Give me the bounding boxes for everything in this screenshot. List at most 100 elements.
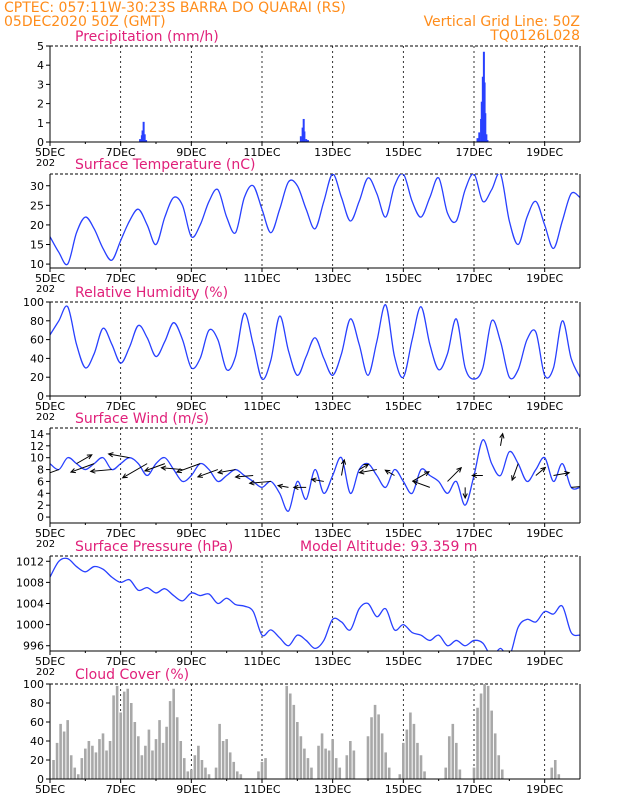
- x-year-cut: 202: [36, 412, 55, 423]
- x-tick-label: 19DEC: [526, 400, 563, 413]
- wind-arrow-head: [175, 468, 182, 474]
- precip-bar: [303, 131, 306, 142]
- wind-arrow-head: [511, 475, 517, 482]
- wind-arrow-shaft: [413, 480, 431, 488]
- cloud-bar: [412, 723, 416, 779]
- y-tick-label: 1: [37, 117, 44, 130]
- wind-arrow-head: [160, 465, 167, 471]
- cloud-bar: [500, 769, 504, 779]
- wind-arrow-head: [412, 480, 419, 486]
- precip-bar: [306, 140, 309, 142]
- x-tick-label: 5DEC: [35, 655, 65, 668]
- cloud-bar: [87, 741, 91, 779]
- wind-arrow: [310, 477, 324, 483]
- cloud-bar: [165, 726, 168, 779]
- wind-arrow: [76, 454, 93, 465]
- y-tick-label: 1012: [16, 555, 44, 568]
- x-tick-label: 13DEC: [314, 146, 351, 159]
- wind-arrow: [535, 466, 547, 476]
- wind-arrow-shaft: [218, 469, 236, 474]
- wind-arrow-head: [107, 452, 114, 458]
- x-tick-label: 15DEC: [385, 400, 422, 413]
- cloud-bar: [190, 769, 193, 779]
- cloud-bar: [370, 717, 373, 779]
- cloud-bar: [493, 733, 497, 779]
- cloud-bar: [228, 752, 232, 779]
- cloud-bar: [221, 741, 225, 779]
- wind-arrow: [69, 463, 95, 474]
- x-tick-label: 19DEC: [526, 272, 563, 285]
- cloud-bar: [179, 741, 183, 779]
- y-tick-label: 1000: [16, 619, 44, 632]
- x-tick-label: 11DEC: [243, 655, 280, 668]
- precip-bar: [301, 127, 304, 142]
- panel-humidity: 0 20 40 60 80 100 5DEC 7DEC 9DEC 11DEC 13DEC 15DEC 1…: [23, 285, 581, 423]
- wind-arrow-shaft: [385, 469, 395, 476]
- wind-arrow-shaft: [535, 467, 546, 476]
- plot-area: [52, 684, 561, 779]
- wind-arrow: [553, 470, 571, 477]
- wind-arrow-head: [121, 473, 128, 479]
- cloud-bar: [264, 758, 267, 779]
- wind-arrow-shaft: [50, 469, 60, 474]
- wind-arrow-head: [462, 493, 468, 500]
- cloud-bar: [137, 736, 140, 779]
- wind-arrow: [196, 469, 219, 478]
- cloud-bar: [349, 741, 352, 779]
- wind-arrow-head: [292, 484, 299, 491]
- cloud-bar: [200, 760, 204, 779]
- cloud-bar: [345, 755, 349, 779]
- x-tick-label: 5DEC: [35, 783, 65, 796]
- y-tick-label: 10: [30, 258, 44, 271]
- y-tick-label: 40: [30, 352, 44, 365]
- y-tick-label: 60: [30, 716, 44, 729]
- cloud-bar: [172, 688, 175, 779]
- x-tick-label: 13DEC: [314, 783, 351, 796]
- wind-arrow-shaft: [108, 453, 130, 459]
- cloud-bar: [66, 720, 69, 779]
- cloud-bar: [486, 685, 490, 779]
- cloud-bar: [91, 745, 94, 779]
- wind-arrow-head: [340, 458, 347, 465]
- x-tick-label: 19DEC: [526, 527, 563, 540]
- wind-arrow-head: [69, 468, 76, 474]
- y-tick-label: 4: [37, 59, 44, 72]
- precip-bar: [484, 113, 487, 142]
- wind-arrow-shaft: [161, 467, 183, 471]
- cloud-bar: [317, 745, 320, 779]
- cloud-bar: [260, 761, 264, 779]
- x-tick-label: 9DEC: [176, 655, 206, 668]
- wind-arrow-shaft: [553, 472, 570, 476]
- precip-bar: [486, 140, 489, 142]
- precip-bar: [483, 82, 486, 142]
- wind-arrow-shaft: [411, 471, 430, 482]
- x-tick-label: 15DEC: [385, 527, 422, 540]
- cloud-bar: [288, 693, 292, 779]
- cloud-bar: [479, 693, 483, 779]
- cloud-bar: [476, 707, 479, 779]
- y-tick-label: 8: [37, 464, 44, 477]
- cloud-bar: [129, 703, 133, 779]
- x-tick-label: 13DEC: [314, 527, 351, 540]
- x-tick-label: 17DEC: [455, 146, 492, 159]
- cloud-bar: [550, 767, 554, 779]
- cloud-bar: [327, 750, 331, 779]
- y-tick-label: 2: [37, 499, 44, 512]
- x-tick-label: 17DEC: [455, 527, 492, 540]
- y-tick-label: 60: [30, 334, 44, 347]
- y-tick-label: 6: [37, 475, 44, 488]
- y-tick-label: 30: [30, 180, 44, 193]
- header-grid-note: Vertical Grid Line: 50Z: [424, 14, 580, 30]
- wind-arrow: [107, 452, 130, 459]
- cloud-bar: [483, 684, 486, 779]
- cloud-bar: [158, 720, 161, 779]
- wind-arrow-head: [456, 466, 463, 473]
- x-tick-label: 7DEC: [106, 272, 136, 285]
- cloud-bar: [108, 741, 112, 779]
- cloud-bar: [416, 742, 419, 779]
- plot-area: [139, 51, 489, 142]
- y-tick-label: 80: [30, 315, 44, 328]
- x-tick-label: 13DEC: [314, 400, 351, 413]
- y-tick-label: 20: [30, 371, 44, 384]
